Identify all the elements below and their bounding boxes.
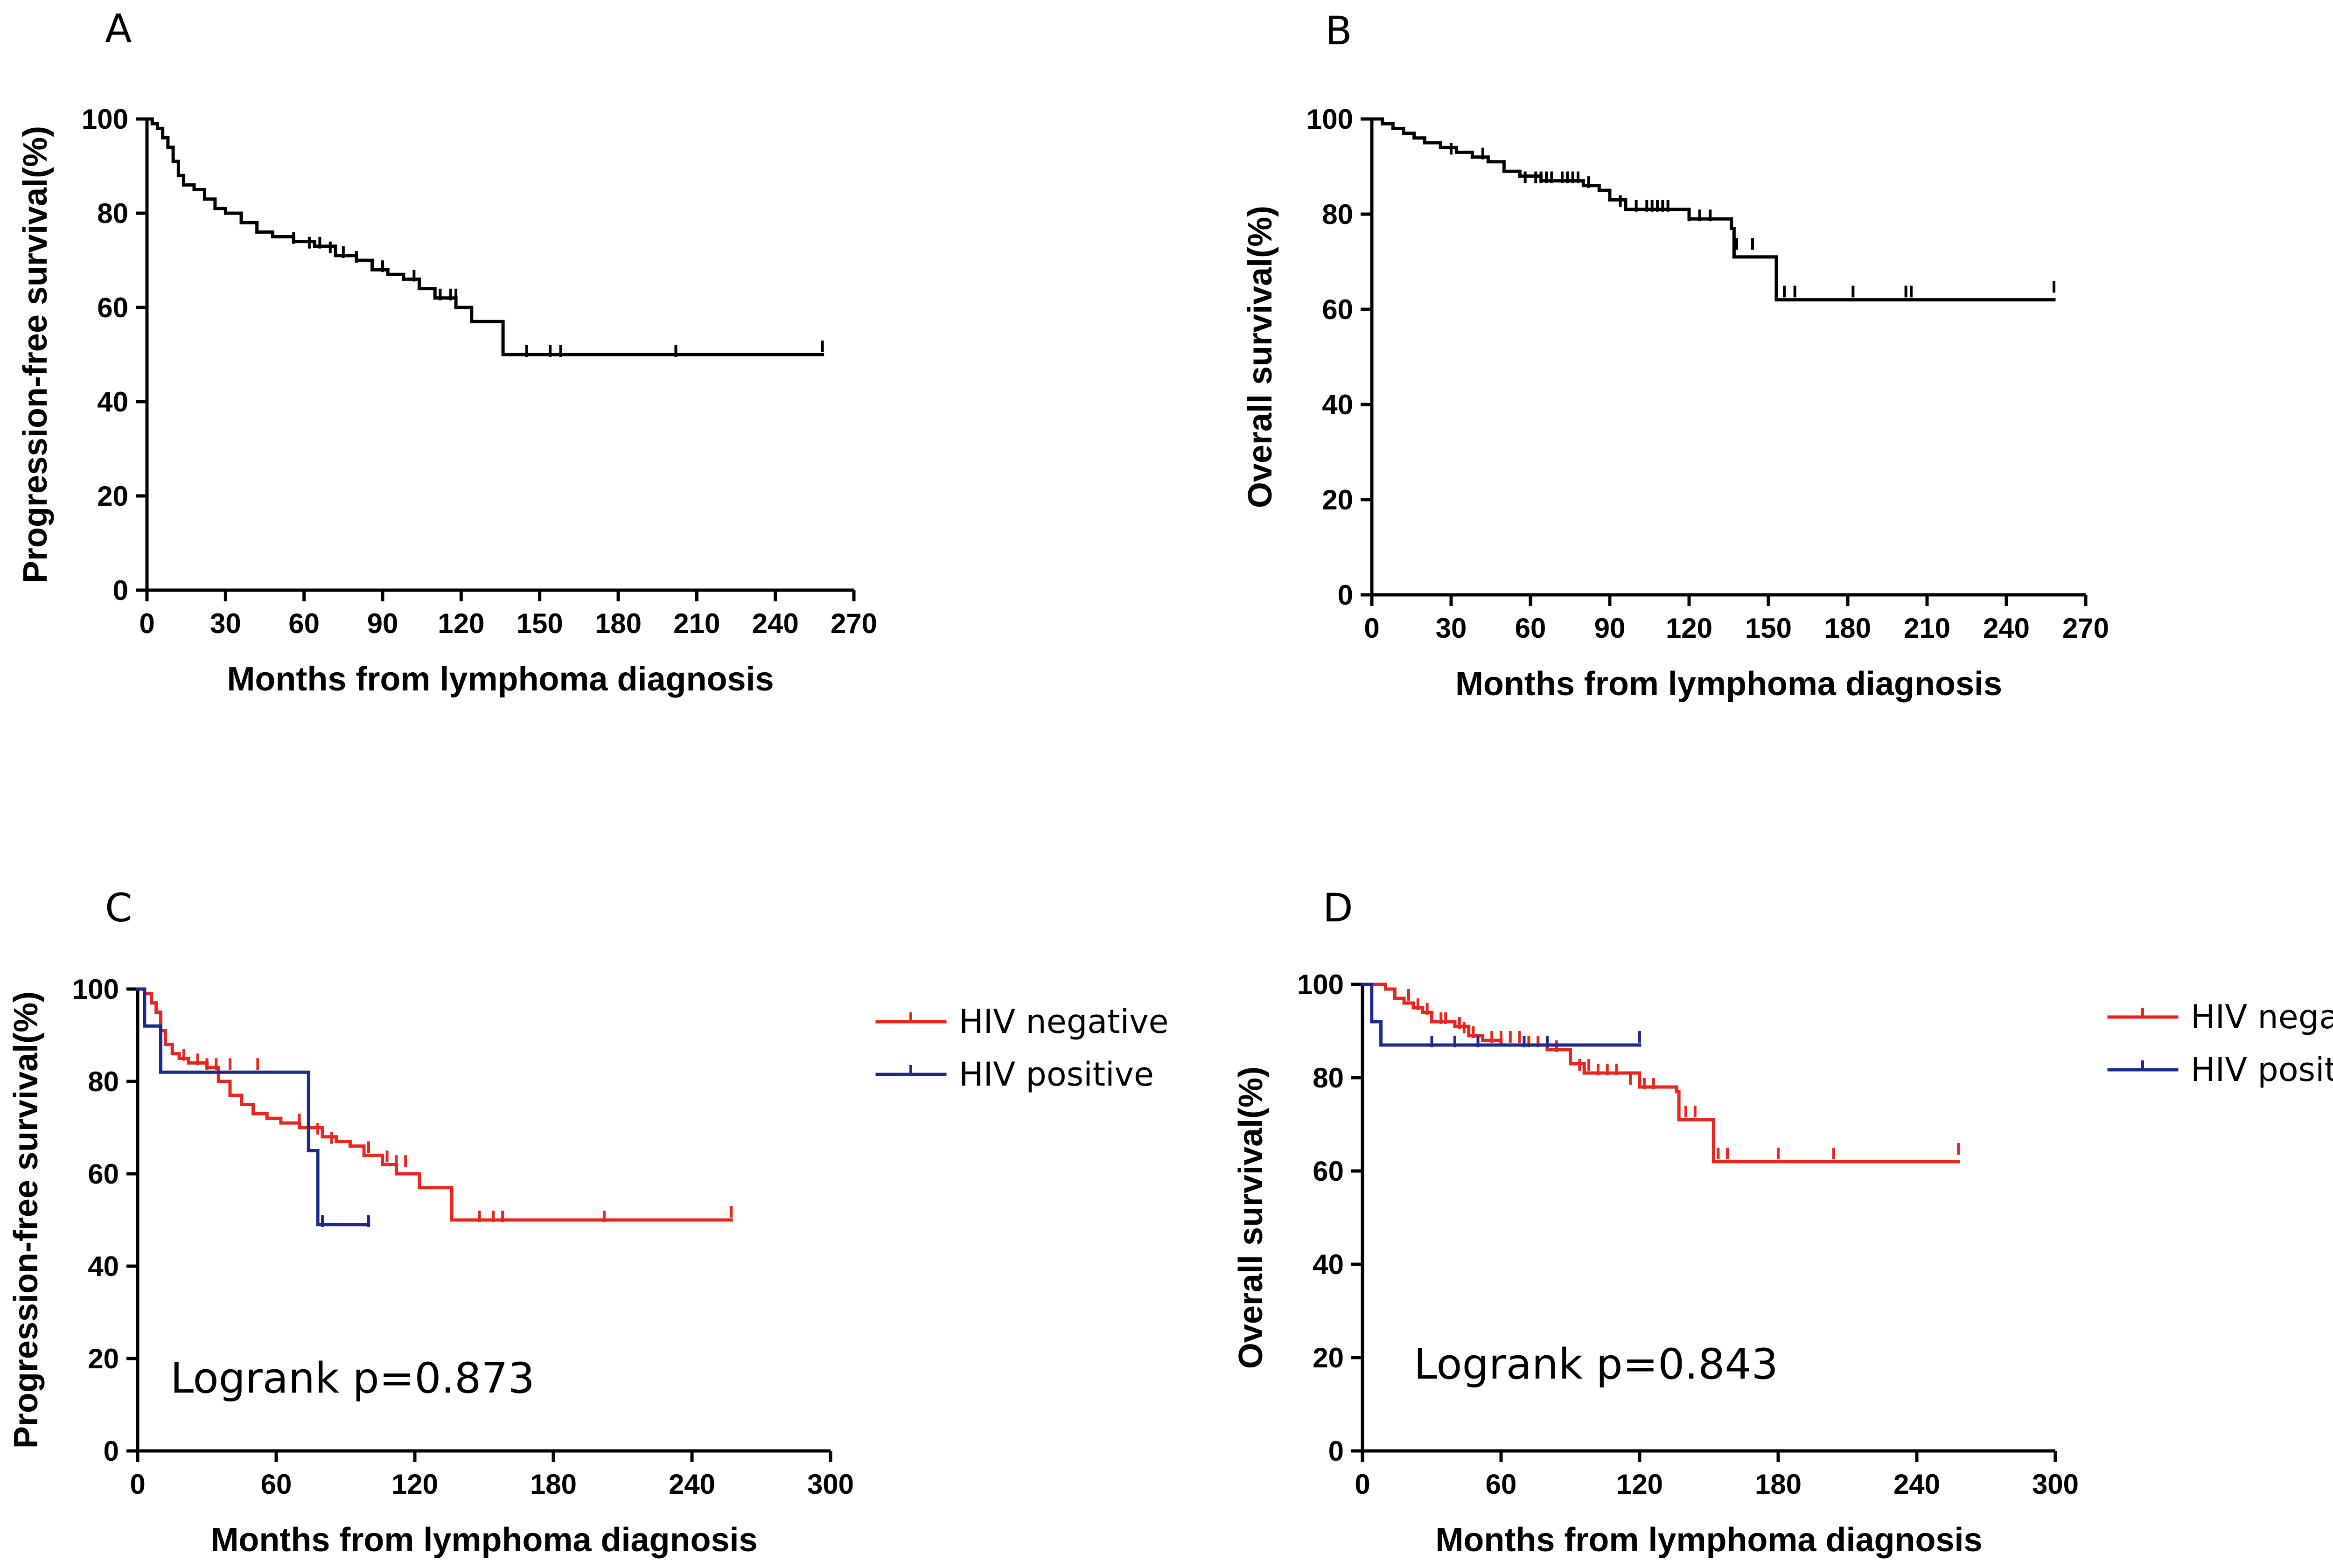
series-line-hiv-negative	[1361, 983, 1960, 1164]
y-tick-label: 60	[1313, 1156, 1344, 1187]
y-tick-label: 100	[1297, 969, 1344, 1000]
x-tick-label: 0	[139, 608, 154, 639]
panel-letter: A	[105, 6, 132, 51]
y-tick-label: 40	[88, 1251, 119, 1282]
series-line-hiv-positive	[1361, 983, 1641, 1047]
x-tick-label: 240	[669, 1469, 715, 1500]
legend-label-hiv-positive: HIV positive	[959, 1055, 1154, 1094]
x-tick-label: 120	[1666, 613, 1712, 644]
x-tick-label: 120	[438, 608, 484, 639]
y-tick-label: 80	[1313, 1062, 1344, 1094]
y-tick-label: 40	[1313, 1249, 1344, 1280]
y-tick-label: 0	[113, 575, 128, 606]
panel-c: C 0 60 120 180 240 300 0 20 40 60 80 100 Months from …	[7, 885, 1169, 1559]
logrank-annotation: Logrank p=0.843	[1414, 1340, 1778, 1389]
x-axis-title: Months from lymphoma diagnosis	[1455, 665, 2002, 703]
y-tick-label: 40	[97, 386, 128, 418]
x-tick-label: 240	[752, 608, 799, 639]
panel-d: D 0 60 120 180 240 300 0 20 40 60 80 100 Months from …	[1232, 885, 2333, 1559]
logrank-annotation: Logrank p=0.873	[170, 1354, 535, 1403]
y-tick-label: 100	[72, 974, 119, 1005]
legend-label-hiv-negative: HIV negative	[2191, 998, 2333, 1036]
x-tick-label: 150	[1745, 613, 1792, 644]
y-tick-label: 20	[1322, 484, 1353, 516]
legend-label-hiv-negative: HIV negative	[959, 1003, 1169, 1041]
x-tick-label: 270	[2062, 613, 2109, 644]
y-tick-label: 80	[88, 1066, 119, 1097]
y-axis-title: Overall survival(%)	[1242, 206, 1279, 508]
x-tick-label: 120	[1616, 1469, 1663, 1500]
x-tick-label: 150	[517, 608, 563, 639]
x-tick-label: 0	[1364, 613, 1379, 644]
y-tick-label: 20	[97, 481, 128, 512]
y-axis-title: Overall survival(%)	[1232, 1066, 1270, 1369]
x-tick-label: 60	[261, 1469, 292, 1500]
series-line-survival	[145, 117, 824, 356]
x-tick-label: 180	[1824, 613, 1871, 644]
x-tick-label: 240	[1893, 1469, 1940, 1500]
legend-label-hiv-positive: HIV positive	[2191, 1051, 2333, 1089]
panel-a: A 0 30 60 90 120 150 180 210 240 270 0 20 40 60 80 100 Mo…	[17, 6, 877, 698]
x-tick-label: 0	[1355, 1469, 1370, 1500]
y-tick-label: 20	[1313, 1342, 1344, 1373]
x-tick-label: 270	[831, 608, 877, 639]
x-tick-label: 0	[130, 1469, 145, 1500]
x-tick-label: 90	[367, 608, 398, 639]
x-tick-label: 180	[1755, 1469, 1802, 1500]
panel-letter: C	[105, 885, 133, 931]
x-axis-title: Months from lymphoma diagnosis	[1435, 1521, 1982, 1559]
x-tick-label: 30	[1436, 613, 1467, 644]
y-axis-title: Progression-free survival(%)	[7, 991, 45, 1449]
y-tick-label: 0	[104, 1436, 119, 1467]
x-tick-label: 60	[1515, 613, 1546, 644]
series-line-hiv-negative	[136, 987, 733, 1222]
panel-letter: D	[1323, 885, 1353, 931]
y-tick-label: 80	[97, 198, 128, 229]
y-tick-label: 100	[82, 104, 128, 135]
y-tick-label: 60	[97, 292, 128, 323]
series-line-survival	[1370, 117, 2056, 302]
y-tick-label: 20	[88, 1343, 119, 1374]
y-tick-label: 100	[1306, 104, 1353, 135]
x-tick-label: 210	[1904, 613, 1950, 644]
x-tick-label: 210	[673, 608, 720, 639]
panel-letter: B	[1325, 8, 1352, 54]
x-axis-title: Months from lymphoma diagnosis	[227, 661, 774, 698]
x-tick-label: 30	[210, 608, 241, 639]
x-tick-label: 180	[595, 608, 642, 639]
series-line-hiv-positive	[136, 987, 370, 1227]
y-axis-title: Progression-free survival(%)	[17, 126, 54, 583]
y-tick-label: 80	[1322, 199, 1353, 230]
y-tick-label: 60	[88, 1158, 119, 1190]
x-axis-title: Months from lymphoma diagnosis	[210, 1521, 757, 1559]
y-tick-label: 60	[1322, 294, 1353, 325]
x-tick-label: 60	[288, 608, 320, 639]
x-tick-label: 180	[530, 1469, 577, 1500]
panel-b: B 0 30 60 90 120 150 180 210 240 270 0 20 40 60 80 100 Mo…	[1242, 8, 2109, 703]
y-tick-label: 0	[1328, 1436, 1344, 1467]
y-tick-label: 40	[1322, 389, 1353, 420]
x-tick-label: 300	[2032, 1469, 2079, 1500]
x-tick-label: 300	[807, 1469, 854, 1500]
x-tick-label: 240	[1983, 613, 2030, 644]
y-tick-label: 0	[1338, 579, 1353, 611]
x-tick-label: 120	[391, 1469, 438, 1500]
x-tick-label: 90	[1594, 613, 1626, 644]
x-tick-label: 60	[1486, 1469, 1517, 1500]
